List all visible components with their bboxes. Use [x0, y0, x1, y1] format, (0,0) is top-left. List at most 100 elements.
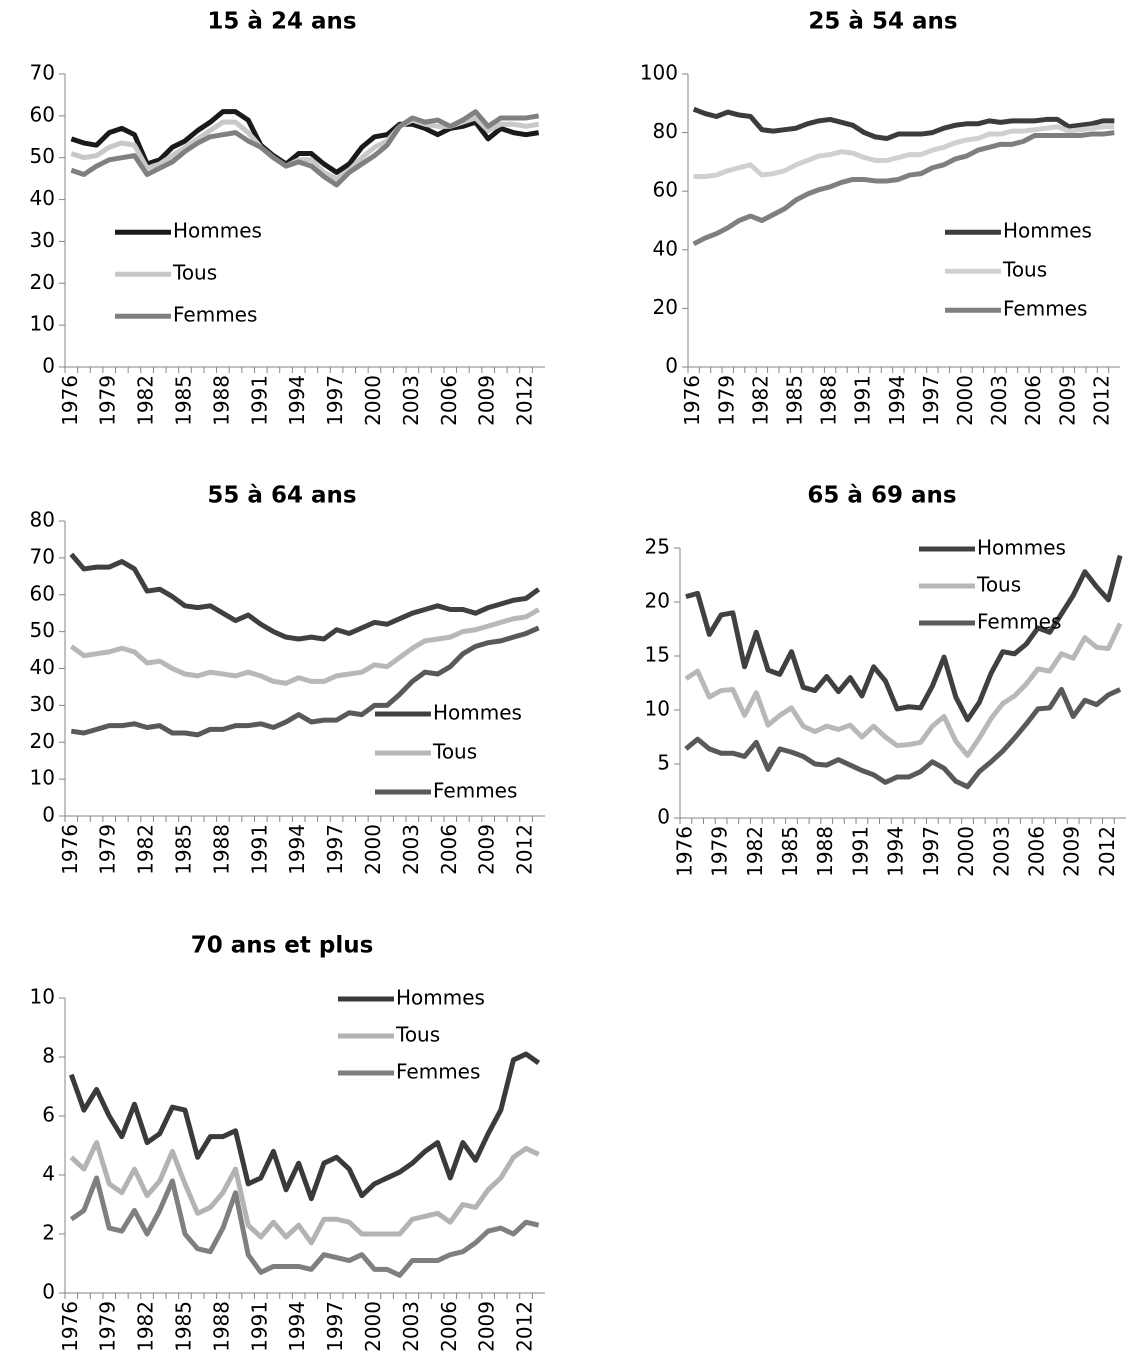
- series-line: [684, 622, 1123, 758]
- x-tick-label: 2003: [399, 1301, 423, 1352]
- x-tick-label: 1997: [323, 375, 347, 426]
- x-tick-label: 2006: [1021, 375, 1045, 426]
- x-tick-label: 1997: [323, 1301, 347, 1352]
- x-tick-label: 1976: [58, 375, 82, 426]
- series-line: [684, 686, 1122, 790]
- x-tick-label: 2000: [361, 1301, 385, 1352]
- y-tick-label: 80: [653, 119, 678, 143]
- x-tick-label: 1979: [714, 375, 738, 426]
- x-tick-label: 1979: [96, 1301, 120, 1352]
- x-tick-label: 1976: [680, 375, 704, 426]
- y-tick-label: 0: [42, 354, 55, 378]
- x-tick-label: 2012: [1089, 375, 1113, 426]
- chart-title: 25 à 54 ans: [808, 9, 957, 35]
- y-tick-label: 70: [30, 61, 55, 85]
- x-tick-label: 2009: [475, 824, 499, 875]
- x-tick-label: 1985: [172, 824, 196, 875]
- series-line: [69, 552, 541, 642]
- y-tick-label: 40: [30, 186, 55, 210]
- y-tick-label: 50: [30, 618, 55, 642]
- y-tick-label: 10: [30, 766, 55, 790]
- x-tick-label: 2009: [1060, 826, 1084, 877]
- chart-title: 65 à 69 ans: [807, 483, 956, 509]
- y-tick-label: 8: [42, 1044, 55, 1068]
- series-line: [69, 1175, 540, 1278]
- x-tick-label: 2000: [953, 375, 977, 426]
- x-tick-label: 1976: [58, 1301, 82, 1352]
- legend-label: Tous: [976, 573, 1021, 597]
- y-tick-label: 60: [30, 102, 55, 126]
- x-tick-label: 1976: [672, 826, 696, 877]
- legend-label: Tous: [395, 1023, 440, 1047]
- y-tick-label: 0: [665, 354, 678, 378]
- y-tick-label: 20: [30, 729, 55, 753]
- chart-title: 70 ans et plus: [191, 933, 374, 959]
- x-tick-label: 2006: [437, 375, 461, 426]
- x-tick-label: 2000: [954, 826, 978, 877]
- y-tick-label: 40: [30, 655, 55, 679]
- y-tick-label: 60: [653, 178, 678, 202]
- chart-title: 15 à 24 ans: [207, 9, 356, 35]
- x-tick-label: 1991: [848, 826, 872, 877]
- x-tick-label: 1982: [134, 1301, 158, 1352]
- legend-label: Femmes: [977, 610, 1061, 634]
- legend-label: Femmes: [433, 779, 517, 803]
- x-tick-label: 1991: [247, 1301, 271, 1352]
- x-tick-label: 1982: [743, 826, 767, 877]
- series-line: [68, 1051, 541, 1202]
- legend-label: Hommes: [433, 701, 522, 725]
- x-tick-label: 1979: [708, 826, 732, 877]
- x-tick-label: 2012: [1095, 826, 1119, 877]
- x-tick-label: 2003: [987, 375, 1011, 426]
- y-tick-label: 0: [657, 805, 670, 829]
- y-tick-label: 25: [645, 535, 670, 559]
- legend-label: Femmes: [1003, 297, 1087, 321]
- x-tick-label: 1997: [919, 826, 943, 877]
- legend-label: Hommes: [977, 536, 1066, 560]
- x-tick-label: 1985: [778, 826, 802, 877]
- y-tick-label: 60: [30, 581, 55, 605]
- series-line: [692, 130, 1115, 247]
- y-tick-label: 15: [645, 643, 670, 667]
- x-tick-label: 1976: [58, 824, 82, 875]
- series-line: [70, 109, 540, 175]
- x-tick-label: 1979: [96, 824, 120, 875]
- y-tick-label: 20: [653, 295, 678, 319]
- x-tick-label: 2006: [437, 1301, 461, 1352]
- legend-label: Tous: [1002, 258, 1047, 282]
- x-tick-label: 1982: [134, 375, 158, 426]
- y-tick-label: 10: [30, 312, 55, 336]
- x-tick-label: 2009: [475, 1301, 499, 1352]
- x-tick-label: 1985: [172, 1301, 196, 1352]
- x-tick-label: 1988: [817, 375, 841, 426]
- x-tick-label: 2012: [513, 375, 537, 426]
- legend-label: Tous: [432, 740, 477, 764]
- y-tick-label: 10: [30, 985, 55, 1009]
- x-tick-label: 2012: [513, 824, 537, 875]
- legend-label: Femmes: [396, 1060, 480, 1084]
- y-tick-label: 10: [645, 697, 670, 721]
- legend-label: Tous: [172, 261, 217, 285]
- series-line: [693, 124, 1115, 180]
- series-line: [692, 106, 1115, 141]
- x-tick-label: 2012: [513, 1301, 537, 1352]
- series-line: [70, 625, 540, 738]
- y-tick-label: 50: [30, 144, 55, 168]
- y-tick-label: 40: [653, 236, 678, 260]
- x-tick-label: 1997: [323, 824, 347, 875]
- x-tick-label: 1991: [851, 375, 875, 426]
- y-tick-label: 70: [30, 544, 55, 568]
- y-tick-label: 6: [42, 1103, 55, 1127]
- x-tick-label: 1991: [247, 824, 271, 875]
- x-tick-label: 2003: [989, 826, 1013, 877]
- x-tick-label: 1988: [209, 1301, 233, 1352]
- x-tick-label: 1994: [285, 824, 309, 875]
- x-tick-label: 1994: [285, 1301, 309, 1352]
- x-tick-label: 1985: [172, 375, 196, 426]
- x-tick-label: 1988: [813, 826, 837, 877]
- y-tick-label: 0: [42, 1280, 55, 1304]
- x-tick-label: 2006: [437, 824, 461, 875]
- y-tick-label: 100: [640, 61, 678, 85]
- y-tick-label: 30: [30, 228, 55, 252]
